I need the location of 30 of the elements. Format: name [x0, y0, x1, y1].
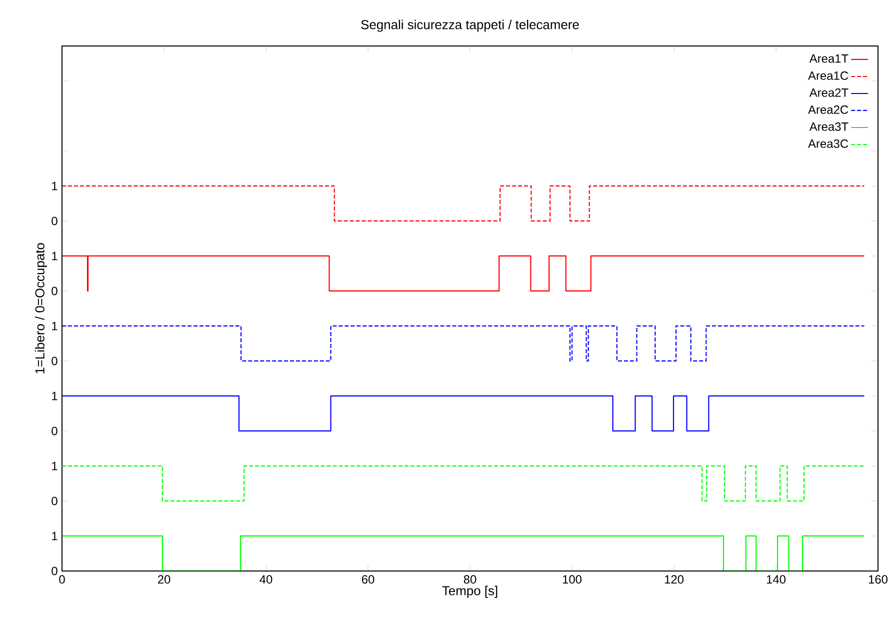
x-tick-label: 100 [562, 575, 582, 584]
chart-title: Segnali sicurezza tappeti / telecamere [361, 20, 579, 32]
y-tick-label: 0 [52, 216, 58, 226]
y-axis-title: 1=Libero / 0=Occupato [34, 243, 48, 374]
x-tick-label: 60 [362, 575, 374, 584]
x-tick-label: 20 [158, 575, 170, 584]
y-tick-label: 0 [52, 496, 58, 506]
y-tick-label: 0 [52, 426, 58, 436]
legend-label: Area1C [808, 71, 848, 80]
legend-label: Area2C [808, 105, 848, 114]
legend-label: Area1T [809, 54, 848, 63]
x-tick-label: 80 [464, 575, 476, 584]
legend-label: Area3C [808, 139, 848, 148]
x-tick-label: 120 [664, 575, 684, 584]
y-tick-label: 1 [52, 392, 58, 400]
y-tick-label: 0 [52, 566, 58, 576]
y-tick-label: 0 [52, 356, 58, 366]
y-tick-label: 1 [52, 462, 58, 470]
x-axis-title: Tempo [s] [442, 586, 498, 598]
y-tick-label: 1 [52, 322, 58, 330]
y-tick-label: 1 [52, 252, 58, 260]
legend-label: Area3T [809, 122, 848, 131]
y-tick-label: 1 [52, 182, 58, 190]
x-tick-label: 160 [868, 575, 888, 584]
y-tick-label: 0 [52, 286, 58, 296]
x-tick-label: 140 [766, 575, 786, 584]
x-tick-label: 0 [59, 575, 65, 584]
y-tick-label: 1 [52, 532, 58, 540]
x-tick-label: 40 [260, 575, 272, 584]
legend-label: Area2T [809, 88, 848, 97]
